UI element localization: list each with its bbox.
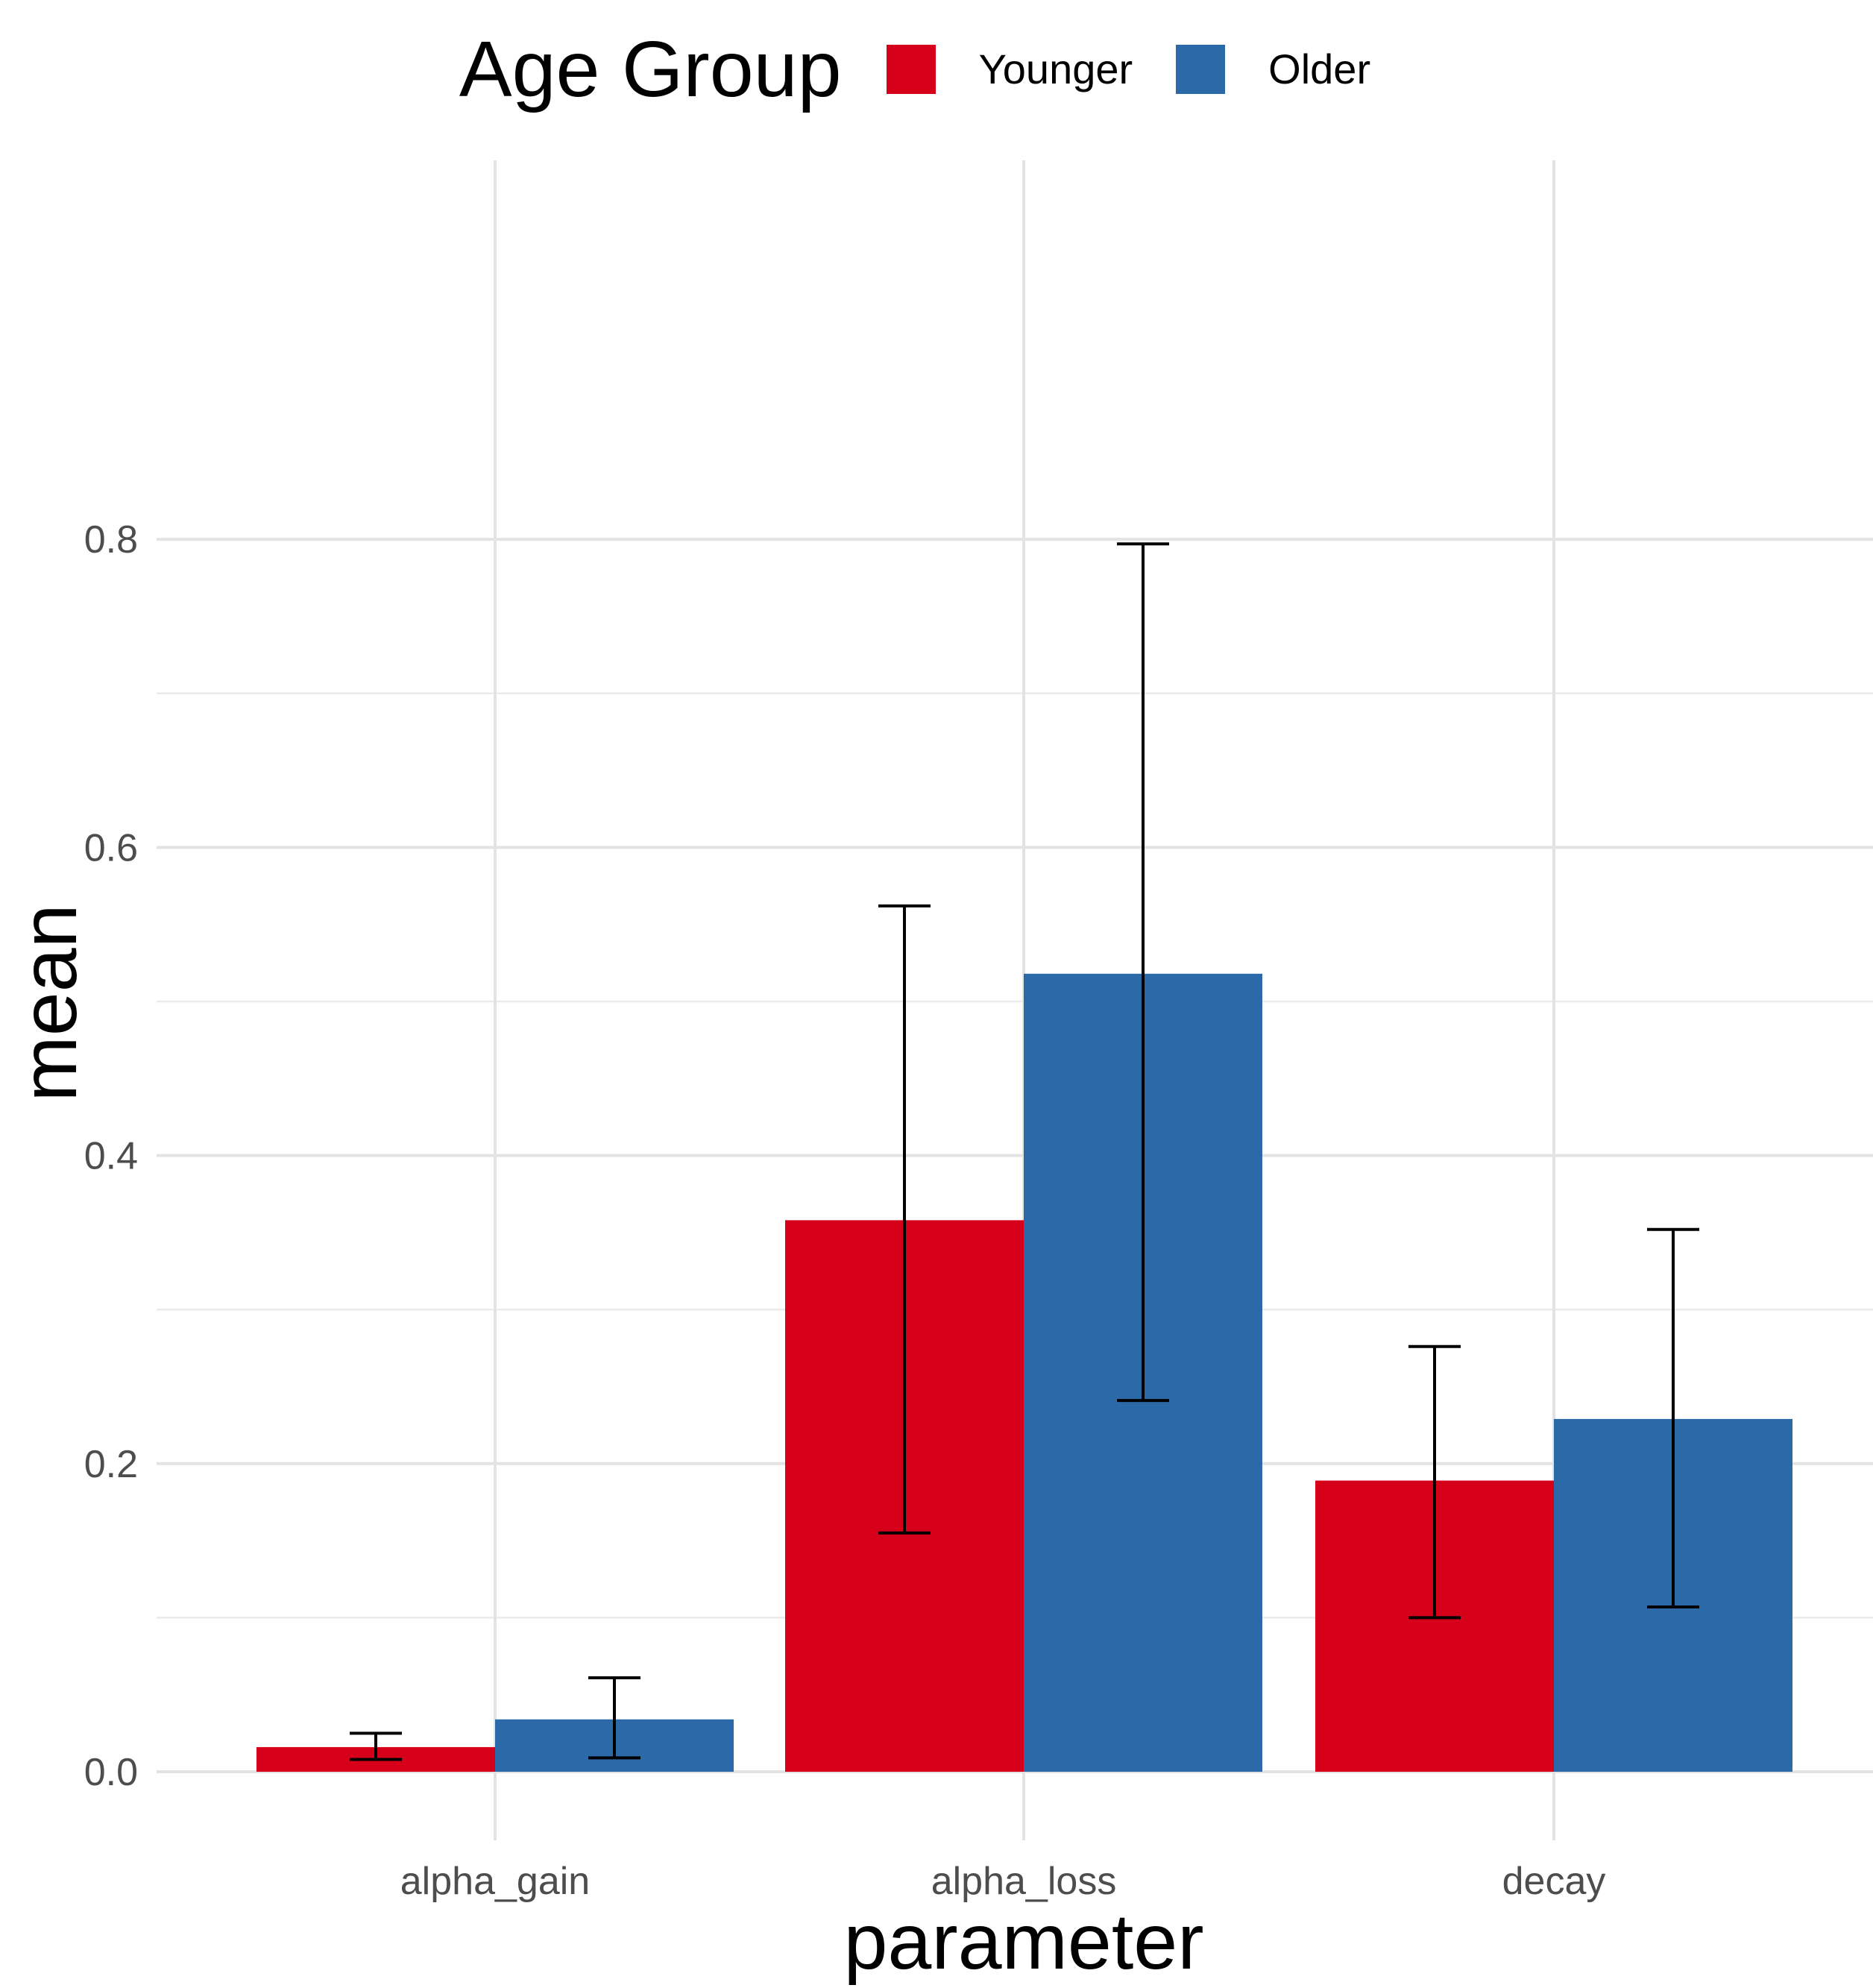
y-tick-label: 0.6: [84, 826, 138, 869]
legend-title: Age Group: [459, 25, 842, 113]
legend: Age Group Younger Older: [0, 30, 1873, 109]
y-axis-title: mean: [5, 904, 93, 1101]
legend-label-older: Older: [1268, 45, 1371, 92]
x-axis-title: parameter: [843, 1898, 1203, 1986]
y-tick-label: 0.0: [84, 1751, 138, 1794]
x-tick-label-alpha_gain: alpha_gain: [400, 1860, 590, 1903]
y-tick-label: 0.8: [84, 518, 138, 562]
y-tick-label: 0.2: [84, 1443, 138, 1486]
legend-swatch-younger: [886, 45, 936, 94]
legend-item-older: Older: [1176, 45, 1370, 94]
x-tick-label-decay: decay: [1502, 1860, 1606, 1903]
x-tick-label-alpha_loss: alpha_loss: [931, 1860, 1117, 1903]
legend-swatch-older: [1176, 45, 1226, 94]
legend-item-younger: Younger: [886, 45, 1133, 94]
y-tick-label: 0.4: [84, 1135, 138, 1178]
legend-label-younger: Younger: [978, 45, 1133, 92]
